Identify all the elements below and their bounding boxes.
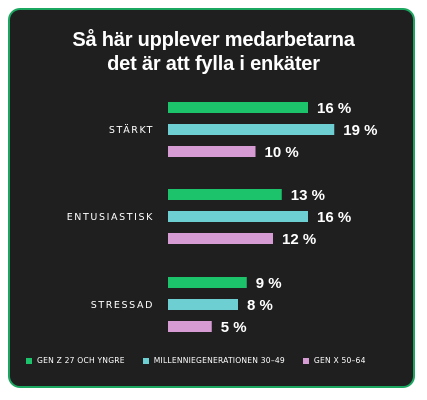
title-line-2: det är att fylla i enkäter [107,53,320,75]
value-label-st-rkt-series-1: 16 % [317,100,351,117]
bar-stressad-series-1 [168,277,247,288]
category-label-entusiastisk: ENTUSIASTISK [67,212,154,223]
bar-entusiastisk-series-3 [168,233,273,244]
legend-swatch-millennials [142,357,149,364]
legend-item-millennials: MILLENNIEGENERATIONEN 30–49 [142,356,285,365]
legend-item-gen-z: GEN Z 27 OCH YNGRE [26,356,125,365]
bar-st-rkt-series-3 [168,146,256,157]
bar-stressad-series-2 [168,299,238,310]
bar-stressad-series-3 [168,321,212,332]
legend-label-millennials: MILLENNIEGENERATIONEN 30–49 [153,356,285,365]
title-line-1: Så här upplever medarbetarna [72,29,355,51]
bar-entusiastisk-series-2 [168,211,308,222]
legend: GEN Z 27 OCH YNGRE MILLENNIEGENERATIONEN… [26,356,366,365]
value-label-stressad-series-2: 8 % [247,297,273,314]
value-label-st-rkt-series-3: 10 % [265,144,299,161]
bar-st-rkt-series-2 [168,124,335,135]
value-label-entusiastisk-series-3: 12 % [282,231,316,248]
bar-st-rkt-series-1 [168,102,308,113]
legend-swatch-gen-z [26,357,32,364]
legend-label-gen-z: GEN Z 27 OCH YNGRE [37,356,125,365]
value-label-stressad-series-1: 9 % [256,275,282,292]
value-label-entusiastisk-series-2: 16 % [317,209,351,226]
value-label-stressad-series-3: 5 % [221,319,247,336]
legend-item-gen-x: GEN X 50–64 [302,356,366,365]
category-label-stressad: STRESSAD [91,300,154,311]
legend-swatch-gen-x [302,357,309,364]
legend-label-gen-x: GEN X 50–64 [313,356,366,365]
value-label-st-rkt-series-2: 19 % [343,122,377,139]
category-label-st-rkt: STÄRKT [109,125,154,136]
chart-title: Så här upplever medarbetarna det är att … [0,28,427,76]
value-label-entusiastisk-series-1: 13 % [291,187,325,204]
bar-entusiastisk-series-1 [168,189,282,200]
